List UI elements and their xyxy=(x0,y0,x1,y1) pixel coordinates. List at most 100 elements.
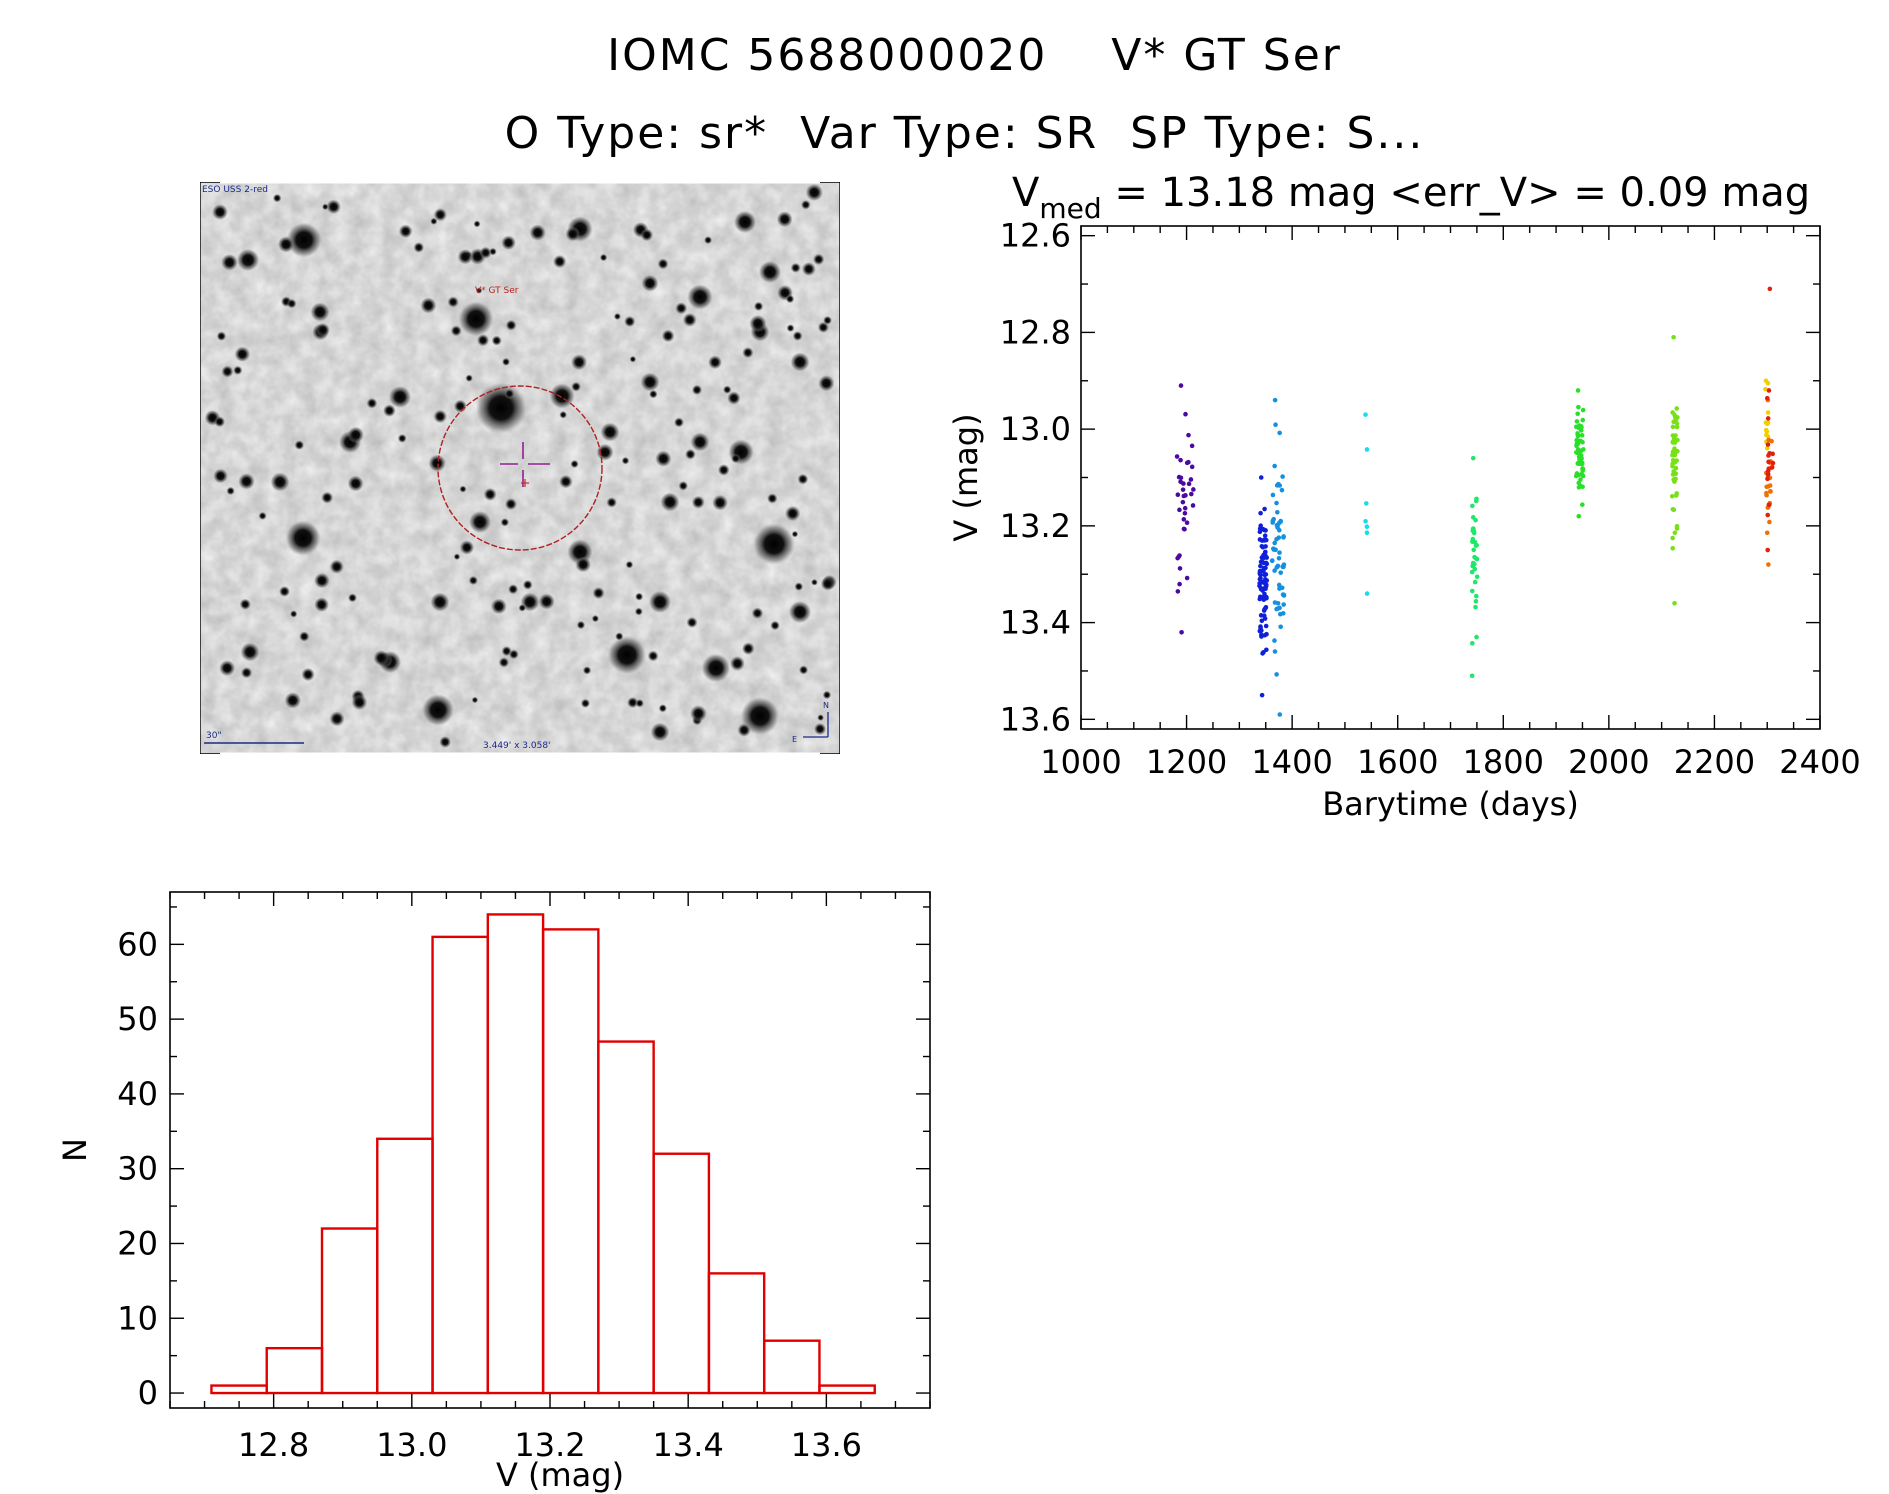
lightcurve-point xyxy=(1262,632,1268,638)
finder-star xyxy=(790,352,810,372)
lightcurve-point xyxy=(1574,419,1580,424)
finder-star xyxy=(216,331,227,341)
finder-star xyxy=(635,592,644,601)
lightcurve-point xyxy=(1470,455,1476,461)
lightcurve-point xyxy=(1470,528,1476,533)
finder-star xyxy=(447,296,459,308)
lightcurve-point xyxy=(1274,500,1279,506)
finder-star xyxy=(758,260,782,284)
lightcurve-point xyxy=(1766,459,1771,465)
finder-star xyxy=(788,600,812,624)
finder-star xyxy=(576,620,586,630)
finder-star xyxy=(767,493,778,504)
histogram-ytick-label: 40 xyxy=(117,1075,158,1113)
finder-star xyxy=(439,736,452,748)
lightcurve-point xyxy=(1180,499,1186,505)
finder-star xyxy=(373,650,390,666)
lightcurve-point xyxy=(1763,386,1768,392)
finder-star xyxy=(501,357,511,366)
lightcurve-point xyxy=(1580,407,1586,413)
lightcurve-point xyxy=(1275,563,1281,569)
finder-star xyxy=(522,579,533,590)
histogram-ytick-label: 20 xyxy=(117,1224,158,1262)
lightcurve-point xyxy=(1766,562,1771,567)
finder-star xyxy=(529,224,546,241)
lightcurve-point xyxy=(1364,530,1370,536)
finder-star xyxy=(723,385,732,394)
finder-star xyxy=(811,578,818,586)
lightcurve-point xyxy=(1181,526,1187,532)
lightcurve-point xyxy=(1186,481,1192,487)
finder-star xyxy=(286,222,322,258)
lightcurve-point xyxy=(1258,475,1264,480)
finder-star xyxy=(501,646,512,657)
lightcurve-xlabel: Barytime (days) xyxy=(1322,785,1579,823)
lightcurve-point xyxy=(1674,406,1680,411)
lightcurve-point xyxy=(1275,606,1281,611)
finder-star xyxy=(753,301,764,312)
finder-star xyxy=(505,319,517,331)
finder-star xyxy=(794,582,804,591)
crosshair-icon xyxy=(500,442,550,487)
histogram-ytick-label: 30 xyxy=(117,1150,158,1188)
finder-stars xyxy=(204,183,837,748)
histogram-bar xyxy=(762,1339,821,1395)
lightcurve-point xyxy=(1363,412,1368,417)
lightcurve-point xyxy=(1277,712,1283,717)
lightcurve-point xyxy=(1269,558,1275,563)
lightcurve-point xyxy=(1766,466,1772,472)
histogram-bar xyxy=(541,928,600,1395)
finder-star xyxy=(476,334,490,347)
lightcurve-point xyxy=(1574,437,1579,443)
lightcurve-point xyxy=(1272,463,1277,469)
lightcurve-point xyxy=(1576,454,1582,460)
finder-star xyxy=(613,312,621,320)
finder-star xyxy=(483,487,497,501)
lightcurve-point xyxy=(1766,388,1772,393)
lightcurve-point xyxy=(1574,471,1580,476)
finder-star xyxy=(504,498,518,511)
lightcurve-point xyxy=(1274,483,1280,488)
histogram-xtick-label: 12.8 xyxy=(238,1426,309,1464)
finder-star xyxy=(691,384,703,396)
histogram-bar xyxy=(376,1137,434,1395)
lightcurve-point xyxy=(1764,484,1769,490)
lightcurve-point xyxy=(1274,672,1279,677)
finder-star xyxy=(751,607,764,619)
finder-star xyxy=(820,576,835,591)
finder-star xyxy=(459,485,467,493)
lightcurve-point xyxy=(1363,501,1369,506)
finder-star xyxy=(599,253,608,262)
finder-star xyxy=(468,510,492,534)
lightcurve-point xyxy=(1182,505,1188,511)
finder-star xyxy=(398,224,413,239)
finder-star xyxy=(691,495,705,509)
lightcurve-point xyxy=(1670,535,1675,541)
finder-star xyxy=(270,472,290,492)
finder-star xyxy=(315,322,330,337)
finder-star xyxy=(433,409,448,424)
lightcurve-point xyxy=(1257,571,1263,577)
finder-star xyxy=(286,298,297,309)
finder-star xyxy=(805,183,823,202)
lightcurve-point xyxy=(1263,528,1268,533)
lightcurve-point xyxy=(1184,520,1190,526)
finder-star xyxy=(580,698,591,709)
finder-star xyxy=(214,416,226,428)
finder-star xyxy=(740,696,780,736)
lightcurve-point xyxy=(1765,416,1771,421)
lightcurve-point xyxy=(1670,463,1675,469)
lightcurve-point xyxy=(1264,561,1270,567)
lightcurve-point xyxy=(1259,618,1265,624)
finder-star xyxy=(491,335,502,346)
finder-star xyxy=(430,217,438,225)
lightcurve-point xyxy=(1262,581,1268,587)
finder-star xyxy=(397,433,407,443)
finder-star xyxy=(277,236,295,253)
lightcurve-point xyxy=(1189,443,1195,449)
finder-star xyxy=(658,704,667,713)
lightcurve-point xyxy=(1262,577,1268,582)
lightcurve-point xyxy=(1672,446,1677,451)
finder-star xyxy=(321,491,334,504)
lightcurve-point xyxy=(1181,493,1187,499)
